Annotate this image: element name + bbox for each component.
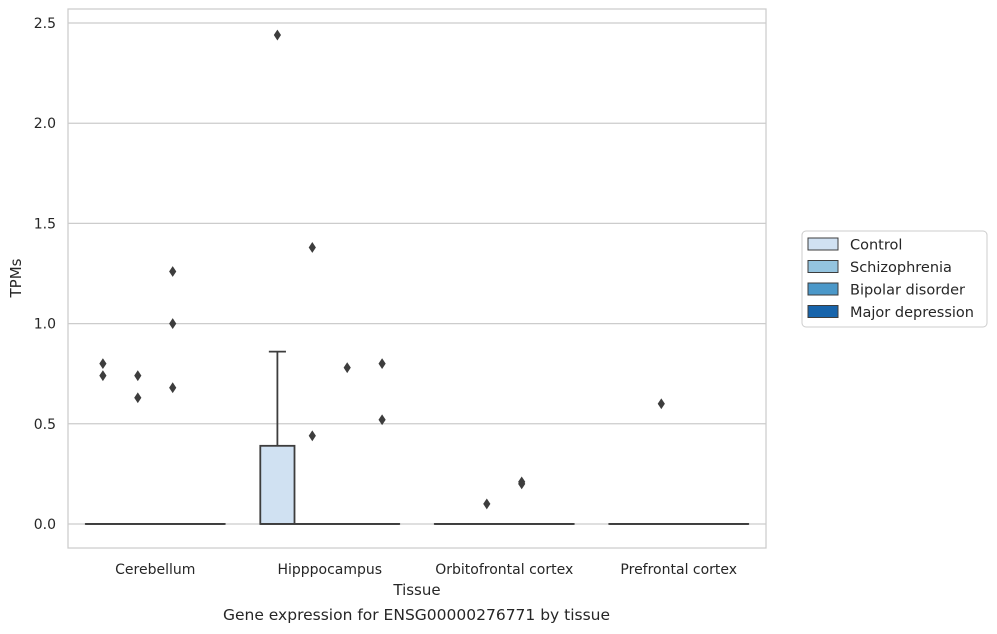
y-tick-label: 1.5: [34, 216, 56, 232]
box: [294, 242, 331, 525]
box: [503, 476, 540, 525]
box: [154, 266, 191, 525]
legend: Control Schizophrenia Bipolar disorder Majo…: [801, 230, 988, 328]
box: [643, 398, 680, 525]
x-tick-label: Hipppocampus: [277, 562, 382, 578]
y-axis-label: TPMs: [7, 258, 25, 298]
outlier-point: [518, 478, 526, 490]
y-axis: 0.0 0.5 1.0 1.5 2.0 2.5: [34, 16, 56, 533]
outlier-point: [169, 382, 177, 394]
y-tick-label: 2.0: [34, 116, 56, 132]
box: [119, 370, 156, 525]
legend-label: Bipolar disorder: [850, 283, 965, 299]
x-tick-label: Cerebellum: [115, 562, 195, 578]
outlier-point: [378, 414, 386, 426]
y-tick-label: 1.0: [34, 317, 56, 333]
legend-label: Schizophrenia: [850, 260, 952, 276]
y-tick-label: 0.0: [34, 517, 56, 533]
legend-swatch: [807, 260, 839, 273]
box: [364, 358, 401, 525]
outlier-point: [99, 358, 107, 370]
x-tick-label: Orbitofrontal cortex: [435, 562, 573, 578]
box-plots: [84, 29, 750, 525]
figure-caption: Gene expression for ENSG00000276771 by t…: [222, 606, 611, 624]
legend-swatch: [807, 282, 839, 296]
y-tick-label: 0.5: [34, 417, 56, 433]
outlier-point: [657, 398, 665, 410]
legend-swatch: [807, 237, 839, 251]
box: [329, 362, 366, 525]
outlier-point: [273, 29, 281, 41]
outlier-point: [169, 318, 177, 329]
outlier-point: [343, 362, 351, 374]
outlier-point: [483, 498, 491, 510]
outlier-point: [99, 370, 107, 382]
x-axis: Cerebellum Hipppocampus Orbitofrontal cort…: [115, 562, 737, 578]
box-body: [259, 444, 296, 525]
box: [259, 29, 296, 525]
box: [84, 358, 121, 525]
x-tick-label: Prefrontal cortex: [620, 562, 737, 578]
outlier-point: [134, 370, 142, 382]
y-tick-label: 2.5: [34, 16, 56, 32]
plot-area: [67, 8, 767, 549]
outlier-point: [308, 430, 316, 442]
outlier-point: [378, 358, 386, 370]
x-axis-label: Tissue: [392, 581, 440, 599]
legend-label: Control: [850, 238, 902, 254]
box: [468, 498, 505, 525]
legend-swatch: [807, 305, 839, 318]
legend-label: Major depression: [850, 305, 974, 321]
legend-frame: [801, 230, 988, 328]
outlier-point: [169, 266, 177, 277]
outlier-point: [134, 392, 142, 404]
outlier-point: [308, 242, 316, 253]
